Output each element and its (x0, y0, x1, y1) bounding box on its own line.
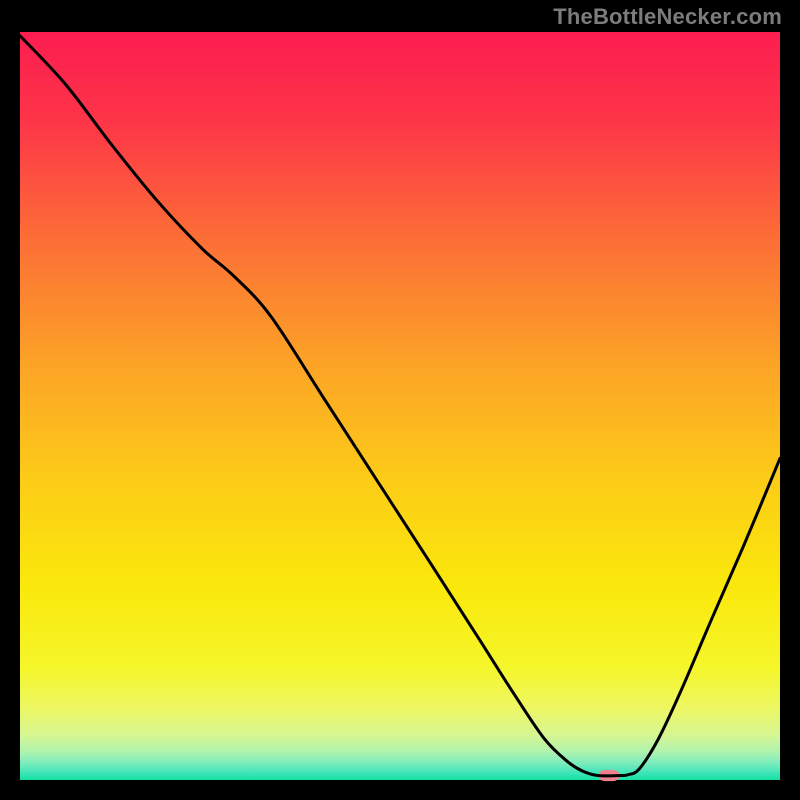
bottleneck-chart (0, 0, 800, 800)
plot-background (20, 32, 780, 780)
chart-container: TheBottleNecker.com (0, 0, 800, 800)
